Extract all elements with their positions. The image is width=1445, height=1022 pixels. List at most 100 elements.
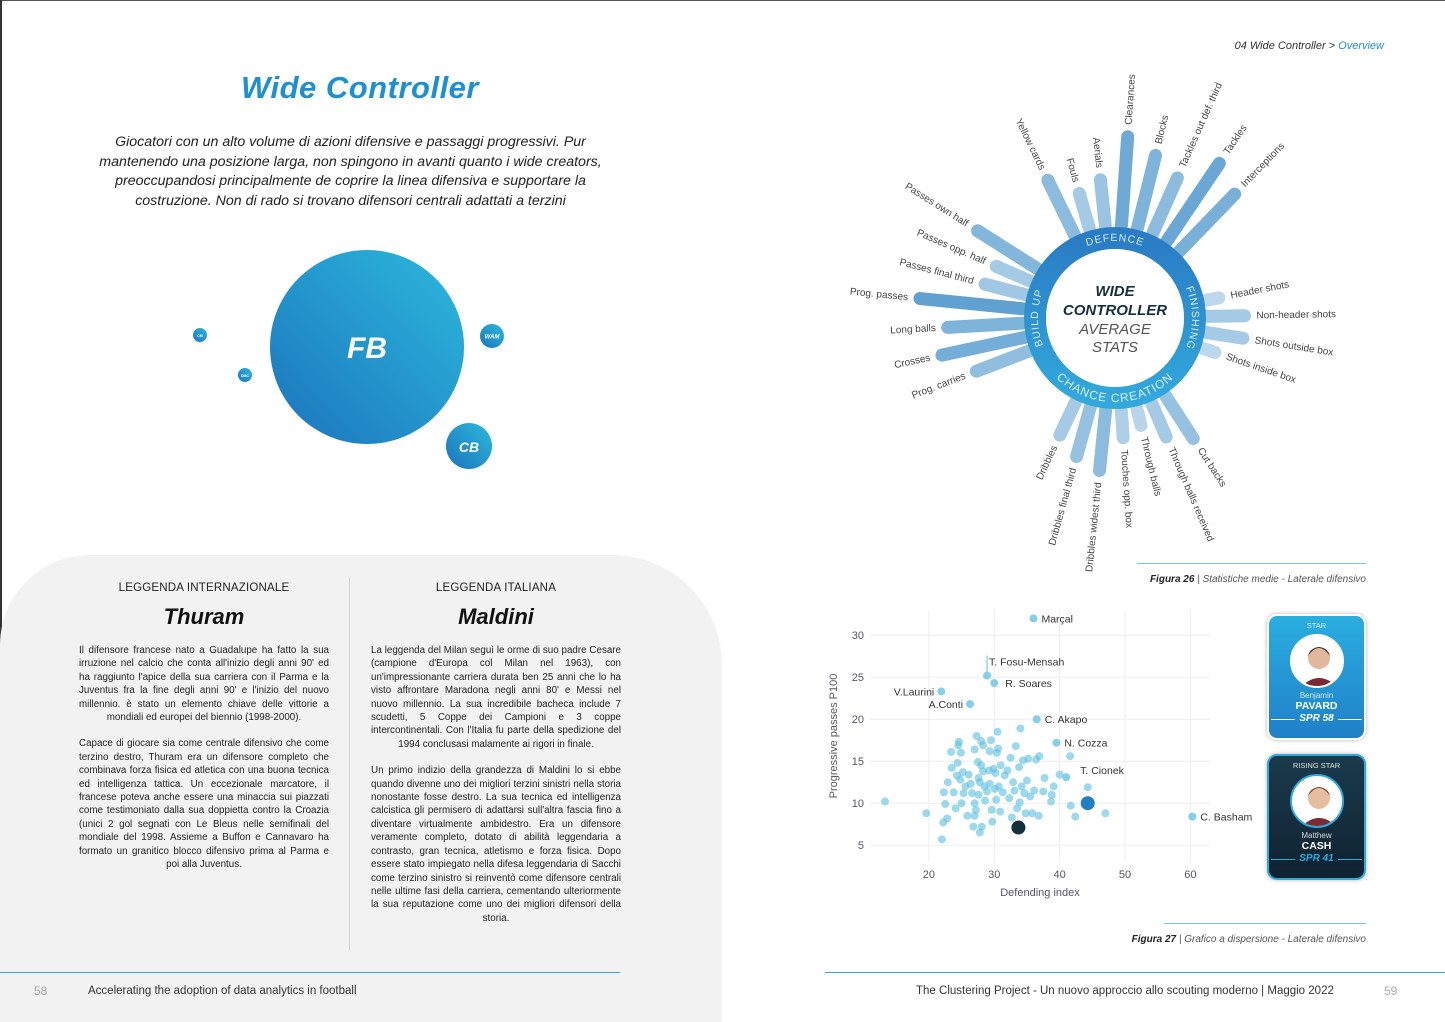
stat-bar bbox=[1200, 326, 1250, 345]
scatter-point bbox=[1030, 786, 1039, 795]
point-label: A.Conti bbox=[929, 699, 963, 711]
y-tick-label: 10 bbox=[852, 798, 864, 810]
stat-label: Header shots bbox=[1230, 279, 1290, 301]
stat-label: Interceptions bbox=[1239, 141, 1287, 190]
scatter-point bbox=[1024, 754, 1033, 763]
breadcrumb: 04 Wide Controller > Overview bbox=[1160, 40, 1384, 52]
scatter-point bbox=[1035, 752, 1044, 761]
stat-bar bbox=[1201, 309, 1251, 323]
figure-27-caption: Figura 27 | Grafico a dispersione - Late… bbox=[1066, 934, 1366, 945]
scatter-point bbox=[957, 799, 966, 808]
bubble-label: FB bbox=[347, 332, 387, 365]
scatter-point-labeled bbox=[1032, 715, 1041, 724]
player-photo bbox=[1289, 774, 1344, 828]
stat-label: Touches opp. box bbox=[1118, 449, 1134, 528]
scatter-point bbox=[1010, 786, 1019, 795]
scatter-point bbox=[1015, 763, 1024, 772]
stat-bar bbox=[913, 292, 1029, 316]
position-bubble-chart: FB CB WAM CM DMC bbox=[193, 250, 504, 469]
stat-label: Clearances bbox=[1124, 74, 1139, 125]
legend-heading: LEGGENDA ITALIANA bbox=[435, 582, 557, 594]
legend-heading: LEGGENDA INTERNAZIONALE bbox=[118, 582, 290, 594]
stat-bar bbox=[1159, 389, 1200, 446]
scatter-point bbox=[977, 822, 986, 831]
scatter-point bbox=[1071, 812, 1080, 821]
point-label: R. Soares bbox=[1005, 678, 1052, 690]
page-top-edge bbox=[0, 0, 1445, 1]
stat-label: Fouls bbox=[1063, 157, 1080, 184]
category-ring bbox=[1024, 227, 1206, 409]
figure-number: Figura 27 bbox=[1131, 934, 1177, 945]
scatter-point bbox=[987, 805, 996, 814]
scatter-point bbox=[947, 747, 956, 756]
scatter-point-labeled bbox=[990, 679, 999, 688]
point-label: V.Laurini bbox=[894, 686, 934, 698]
stat-bar bbox=[1199, 291, 1226, 307]
player-card-star[interactable]: STAR Benjamin PAVARD SPR 58 bbox=[1267, 614, 1366, 740]
figure-caption: | Grafico a dispersione - Laterale difen… bbox=[1178, 934, 1366, 945]
x-tick-label: 40 bbox=[1053, 869, 1065, 881]
legend-paragraph: Capace di giocare sia come centrale dife… bbox=[79, 738, 329, 871]
breadcrumb-current[interactable]: Overview bbox=[1338, 40, 1384, 52]
stat-bar bbox=[1053, 395, 1082, 442]
scatter-point bbox=[1066, 801, 1075, 810]
scatter-point bbox=[1040, 774, 1049, 782]
y-tick-label: 20 bbox=[852, 714, 864, 726]
scatter-point bbox=[988, 817, 997, 826]
stat-bar bbox=[935, 330, 1031, 362]
scatter-point bbox=[922, 809, 931, 818]
highlighted-point-pavard bbox=[1080, 796, 1095, 811]
scatter-point bbox=[959, 789, 968, 798]
card-tag: RISING STAR bbox=[1292, 761, 1341, 770]
column-divider bbox=[349, 578, 350, 950]
page-number: 59 bbox=[1384, 984, 1398, 998]
scatter-point bbox=[1022, 776, 1031, 785]
stat-label: Tackles out def. third bbox=[1178, 81, 1225, 169]
ring-center bbox=[1046, 249, 1184, 387]
scatter-point bbox=[996, 807, 1005, 816]
scatter-point bbox=[979, 741, 988, 750]
legend-italian: LEGGENDA ITALIANA Maldini La leggenda de… bbox=[371, 582, 621, 938]
scatter-point bbox=[956, 775, 965, 784]
stat-bar bbox=[1196, 341, 1222, 359]
figure-caption: | Statistiche medie - Laterale difensivo bbox=[1197, 574, 1366, 585]
scatter-point bbox=[939, 788, 948, 797]
scatter-point bbox=[1101, 809, 1110, 818]
bubble-cb: CB bbox=[446, 423, 492, 469]
stat-label: Aerials bbox=[1090, 137, 1104, 169]
x-tick-label: 20 bbox=[923, 869, 935, 881]
stat-bar bbox=[1145, 396, 1173, 444]
scatter-point bbox=[968, 789, 976, 798]
footer-line bbox=[825, 972, 1445, 973]
footer-text: Accelerating the adoption of data analyt… bbox=[88, 985, 357, 997]
scatter-point bbox=[1047, 797, 1056, 806]
scatter-point bbox=[1017, 782, 1026, 791]
scatter-point bbox=[1021, 809, 1030, 818]
scatter-point bbox=[1047, 790, 1056, 799]
point-label: C. Akapo bbox=[1045, 714, 1088, 726]
intro-text: Giocatori con un alto volume di azioni d… bbox=[99, 134, 602, 209]
stat-bar bbox=[1160, 156, 1226, 248]
scatter-point bbox=[943, 778, 952, 787]
stat-bar bbox=[1041, 173, 1081, 241]
player-spr: SPR 58 bbox=[1269, 713, 1364, 724]
scatter-point bbox=[963, 811, 972, 820]
stat-label: Passes own half bbox=[903, 181, 971, 229]
scatter-point bbox=[881, 797, 890, 806]
scatter-point bbox=[969, 822, 978, 831]
stat-label: Prog. carries bbox=[910, 371, 967, 402]
scatter-point bbox=[983, 787, 992, 796]
player-card-rising-star[interactable]: RISING STAR Matthew CASH SPR 41 bbox=[1267, 754, 1366, 880]
point-label: T. Fosu-Mensah bbox=[989, 657, 1064, 669]
scatter-point bbox=[998, 788, 1007, 797]
breadcrumb-section[interactable]: 04 Wide Controller > bbox=[1234, 40, 1336, 52]
bubble-cm: CM bbox=[193, 328, 207, 342]
stat-bar bbox=[969, 344, 1035, 378]
scatter-point bbox=[1066, 752, 1075, 761]
stat-label: Crosses bbox=[893, 353, 931, 371]
stat-label: Dribbles bbox=[1035, 444, 1061, 482]
stat-bar bbox=[1173, 187, 1242, 258]
scatter-point bbox=[937, 835, 946, 844]
caption-line bbox=[1164, 923, 1366, 924]
